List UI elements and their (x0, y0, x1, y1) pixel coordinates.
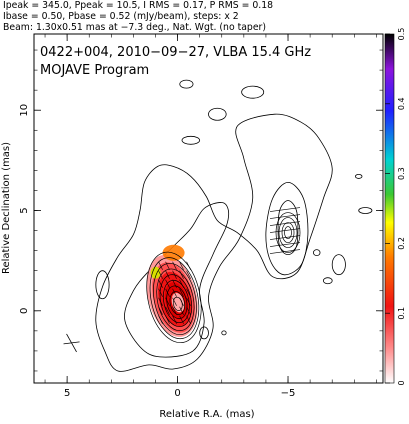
header: Ipeak = 345.0, Ppeak = 10.5, I RMS = 0.1… (3, 0, 409, 33)
core-contour (162, 279, 190, 323)
contour-island (313, 249, 321, 257)
knot-contour (284, 226, 292, 239)
knot-contour (281, 222, 295, 243)
y-tick-label: 10 (19, 104, 30, 117)
evpa-vector (269, 235, 301, 240)
contour-island (95, 270, 110, 300)
evpa-vector (186, 288, 191, 297)
evpa-vector (186, 306, 191, 315)
y-axis-label: Relative Declination (mas) (1, 142, 12, 274)
header-base-line: Ibase = 0.50, Pbase = 0.52 (mJy/beam), s… (3, 11, 239, 22)
evpa-vector (179, 315, 184, 324)
contour-island (322, 277, 333, 285)
contour-island (331, 254, 346, 276)
evpa-vector (179, 261, 184, 270)
colorbar-tick-label: 0.2 (397, 237, 406, 250)
colorbar-tick-label: 0 (397, 380, 406, 385)
y-tick-label: 5 (19, 207, 30, 213)
colorbar-ticks: 0 0.1 0.2 0.3 0.4 0.5 (385, 28, 406, 386)
evpa-vector (172, 306, 177, 315)
evpa-vector (172, 279, 177, 288)
evpa-vector (165, 279, 170, 288)
evpa-vector (186, 315, 191, 324)
evpa-vector (158, 279, 163, 288)
evpa-vector (158, 297, 163, 306)
plot-frame (33, 33, 384, 384)
evpa-vector (186, 261, 191, 270)
evpa-vector (179, 306, 184, 315)
evpa-vector (172, 261, 177, 270)
header-stats-line: Ipeak = 345.0, Ppeak = 10.5, I RMS = 0.1… (3, 0, 274, 11)
evpa-vector (179, 297, 184, 306)
knot-contour (265, 181, 309, 276)
core-contour (156, 268, 195, 332)
contour-island (221, 330, 227, 336)
evpa-vector (165, 315, 170, 324)
evpa-vector (269, 242, 301, 247)
evpa-vector (269, 221, 301, 226)
core-contour (166, 285, 188, 319)
contour-island (208, 107, 227, 121)
x-tick-label: 5 (64, 388, 70, 399)
x-axis-label: Relative R.A. (mas) (159, 409, 254, 420)
core-contour (153, 262, 197, 336)
chart-subtitle: MOJAVE Program (40, 63, 149, 78)
core-contour (159, 274, 193, 328)
chart-title: 0422+004, 2010−09−27, VLBA 15.4 GHz (40, 45, 311, 60)
evpa-vector (165, 288, 170, 297)
polarization-fill-edge (150, 266, 161, 279)
y-axis-ticks: 0 5 10 (19, 49, 383, 372)
colorbar-tick-label: 0.5 (397, 28, 406, 41)
core-contour (149, 257, 200, 340)
y-tick-label: 0 (19, 308, 30, 314)
evpa-vector (179, 270, 184, 279)
contour-island (358, 207, 373, 214)
contour-island (241, 85, 265, 99)
knot-contour (275, 212, 301, 253)
evpa-vector (269, 214, 301, 219)
evpa-vector (158, 270, 163, 279)
knot-contour (278, 217, 298, 248)
evpa-vector (158, 261, 163, 270)
colorbar-tick-label: 0.4 (397, 97, 406, 110)
core-contour (146, 251, 202, 344)
evpa-vector (158, 288, 163, 297)
evpa-vector (172, 288, 177, 297)
core-contour (169, 291, 186, 315)
evpa-vector (179, 288, 184, 297)
evpa-vector (172, 297, 177, 306)
x-tick-label: 0 (174, 388, 180, 399)
jet-contour (124, 202, 230, 358)
evpa-vector (269, 249, 301, 254)
evpa-vector (186, 297, 191, 306)
header-beam-line: Beam: 1.30x0.51 mas at −7.3 deg., Nat. W… (3, 22, 266, 33)
contour-island (199, 326, 209, 340)
knot-contour (277, 200, 299, 256)
contour-island (354, 174, 363, 179)
x-axis-ticks: 5 0 −5 (44, 34, 377, 399)
contour-island (179, 79, 194, 89)
evpa-vector (158, 306, 163, 315)
colorbar (384, 33, 395, 384)
evpa-vector (269, 228, 301, 233)
x-tick-label: −5 (281, 388, 296, 399)
evpa-vector (172, 270, 177, 279)
cross-marker (63, 341, 80, 345)
evpa-vector (179, 279, 184, 288)
evpa-vector (165, 297, 170, 306)
evpa-vector (165, 270, 170, 279)
contour-island (181, 135, 201, 145)
evpa-vector (186, 279, 191, 288)
evpa-vector (269, 207, 301, 212)
evpa-vector (158, 315, 163, 324)
evpa-vector (165, 306, 170, 315)
colorbar-tick-label: 0.3 (397, 167, 406, 180)
plot-content (63, 79, 373, 372)
colorbar-tick-label: 0.1 (397, 307, 406, 320)
evpa-vector (186, 270, 191, 279)
evpa-vector (172, 315, 177, 324)
evpa-vector (165, 261, 170, 270)
